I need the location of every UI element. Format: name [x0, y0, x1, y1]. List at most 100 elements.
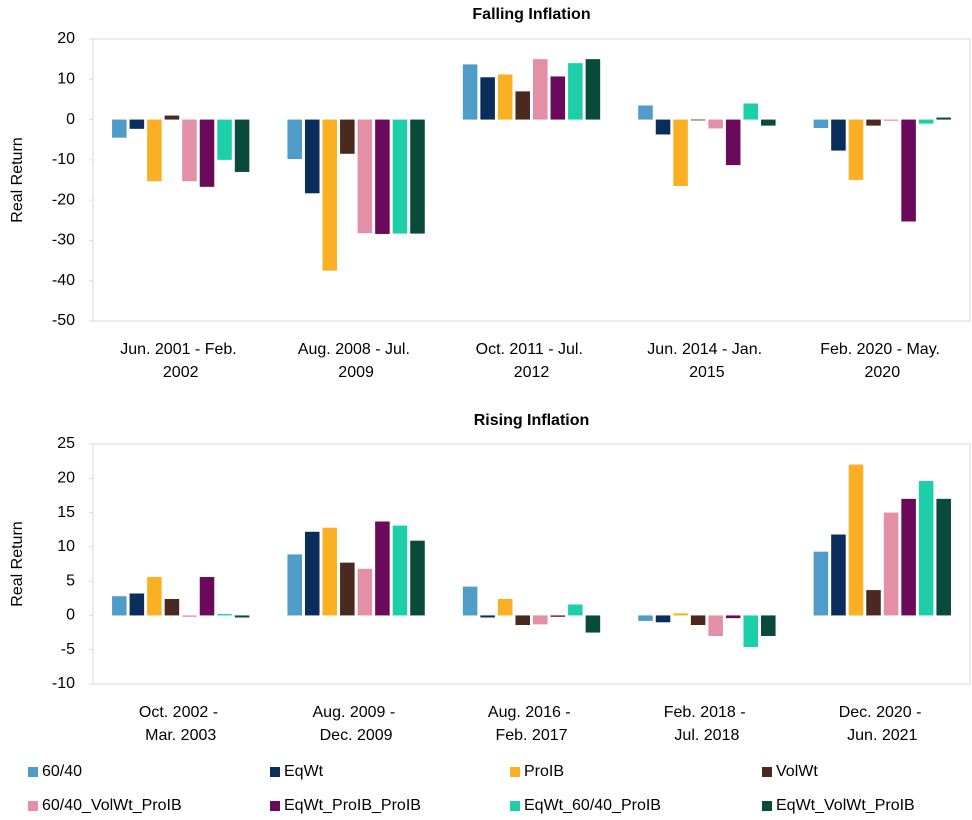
y-axis-label: Real Return — [9, 137, 26, 222]
bar — [585, 59, 601, 120]
legend-label: EqWt — [284, 763, 324, 780]
bar — [497, 74, 513, 120]
bar — [199, 119, 215, 187]
y-tick-label: -40 — [52, 272, 75, 289]
legend-swatch — [270, 801, 280, 811]
bar — [375, 521, 390, 616]
legend-label: EqWt_VolWt_ProIB — [776, 797, 915, 814]
bar — [147, 577, 162, 616]
bar — [129, 593, 145, 616]
bar — [761, 615, 776, 636]
bar — [550, 76, 566, 120]
y-tick-label: -30 — [52, 232, 75, 249]
bar — [182, 119, 197, 182]
chart-title: Falling Inflation — [472, 6, 590, 23]
bar — [375, 119, 390, 234]
bar — [322, 119, 338, 271]
bar — [304, 531, 320, 616]
bar — [708, 119, 723, 129]
bar — [848, 464, 864, 616]
bar — [761, 119, 776, 126]
bar — [585, 615, 601, 633]
bar — [673, 119, 688, 187]
legend-label: EqWt_60/40_ProIB — [524, 797, 661, 814]
bar — [182, 615, 197, 617]
bar — [901, 498, 916, 616]
bar — [234, 119, 250, 172]
bar — [743, 103, 759, 120]
y-tick-label: 25 — [57, 435, 75, 452]
bar — [462, 586, 478, 616]
plot-frame — [92, 443, 971, 685]
legend-label: VolWt — [776, 763, 818, 780]
bar — [112, 596, 127, 616]
bar — [533, 59, 548, 120]
bar — [533, 615, 548, 625]
bar — [866, 119, 881, 126]
bar — [866, 590, 881, 616]
x-tick-label: Jun. 2001 - Feb. 2002 — [120, 341, 241, 381]
bar — [936, 498, 951, 616]
y-axis-label: Real Return — [9, 521, 26, 606]
x-tick-label: Dec. 2020 - Jun. 2021 — [839, 704, 926, 744]
bar — [708, 615, 723, 636]
bar — [340, 562, 355, 616]
bar — [287, 119, 302, 160]
bar — [725, 615, 741, 619]
y-tick-label: 0 — [66, 111, 75, 128]
bar — [568, 604, 583, 616]
legend-swatch — [28, 767, 38, 777]
bar — [410, 119, 425, 234]
legend-swatch — [762, 801, 772, 811]
y-tick-label: -10 — [52, 151, 75, 168]
bar — [497, 598, 513, 616]
bar — [883, 119, 899, 121]
legend-label: 60/40_VolWt_ProIB — [42, 797, 182, 814]
bar — [918, 481, 934, 616]
legend-label: ProIB — [524, 763, 564, 780]
bar — [831, 534, 846, 616]
legend-swatch — [510, 801, 520, 811]
bar — [234, 615, 250, 618]
bar — [515, 91, 530, 120]
bar — [831, 119, 846, 151]
y-tick-label: 5 — [66, 572, 75, 589]
bar — [918, 119, 934, 124]
bar — [129, 119, 145, 129]
bar — [515, 615, 530, 626]
y-tick-label: 10 — [57, 538, 75, 555]
bar — [883, 512, 899, 616]
y-tick-label: 20 — [57, 30, 75, 47]
bar — [690, 615, 706, 626]
y-tick-label: -50 — [52, 312, 75, 329]
x-tick-label: Aug. 2008 - Jul. 2009 — [298, 341, 415, 381]
bar — [936, 117, 951, 120]
bar — [322, 527, 338, 616]
bar — [813, 551, 829, 616]
x-tick-label: Aug. 2009 - Dec. 2009 — [313, 704, 400, 744]
y-tick-label: -5 — [61, 641, 75, 658]
bar — [287, 554, 302, 616]
x-tick-label: Feb. 2018 - Jul. 2018 — [664, 704, 750, 744]
x-tick-label: Oct. 2002 - Mar. 2003 — [139, 704, 223, 744]
legend-swatch — [270, 767, 280, 777]
bar — [725, 119, 741, 166]
legend-label: 60/40 — [42, 763, 82, 780]
bar — [550, 615, 566, 617]
bar — [357, 119, 373, 234]
bar — [655, 615, 671, 623]
bar — [410, 540, 425, 616]
bar — [164, 598, 180, 616]
bar — [743, 615, 759, 647]
bar — [392, 119, 408, 234]
bar — [357, 568, 373, 616]
bar — [164, 115, 180, 120]
bar — [340, 119, 355, 154]
bar — [147, 119, 162, 182]
bar — [901, 119, 916, 222]
y-tick-label: -20 — [52, 191, 75, 208]
bar — [480, 615, 495, 618]
bar — [690, 119, 706, 121]
legend-swatch — [762, 767, 772, 777]
legend-swatch — [510, 767, 520, 777]
